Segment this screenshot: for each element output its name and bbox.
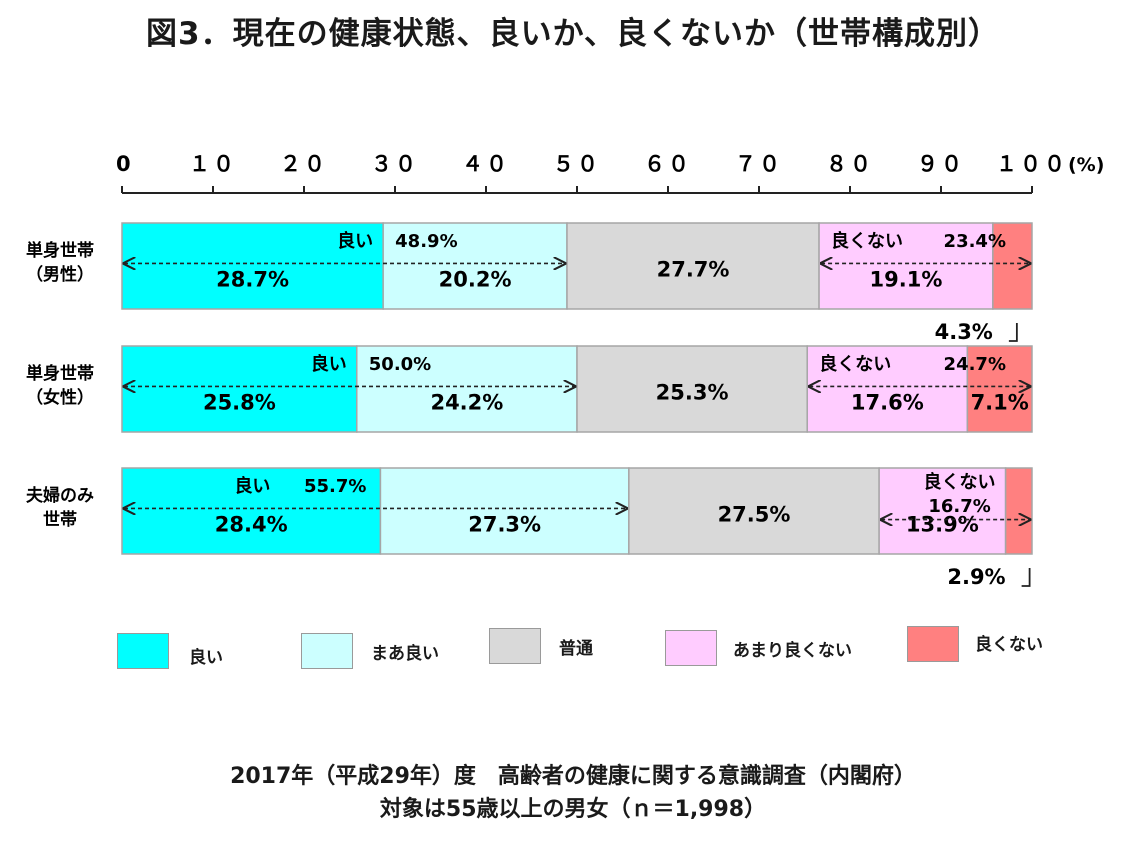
bar-value-label: 27.5%: [718, 502, 791, 526]
source-note: 2017年（平成29年）度 高齢者の健康に関する意識調査（内閣府） 対象は55歳…: [0, 760, 1146, 826]
bad-group-total: 23.4%: [944, 231, 1006, 252]
axis-tick-label: １００: [996, 152, 1068, 176]
bar-value-label: 4.3%: [935, 320, 993, 344]
bad-group-label: 良くない: [924, 471, 996, 493]
source-line-1: 2017年（平成29年）度 高齢者の健康に関する意識調査（内閣府）: [230, 764, 916, 789]
bar-value-label: 28.7%: [216, 268, 289, 292]
callout-bracket: [1008, 323, 1018, 342]
legend-swatch: [665, 630, 717, 666]
category-label: 単身世帯: [26, 240, 94, 261]
source-line-2: 対象は55歳以上の男女（ｎ＝1,998）: [379, 797, 767, 822]
bar-value-label: 24.2%: [430, 391, 503, 415]
legend-label: 普通: [559, 639, 593, 659]
good-group-label: 良い: [234, 475, 270, 497]
bar-segment: [379, 467, 630, 555]
bad-group-label: 良くない: [819, 353, 891, 375]
bar-value-label: 25.8%: [203, 391, 276, 415]
bar-value-label: 27.7%: [657, 257, 730, 281]
axis-tick-label: ６０: [644, 152, 692, 176]
axis: 0 １０ ２０ ３０ ４０ ５０ ６０ ７０ ８０ ９０ １００ (%): [116, 152, 1104, 194]
good-group-total: 50.0%: [369, 354, 431, 375]
category-label: 単身世帯: [26, 363, 94, 384]
bad-group-label: 良くない: [831, 230, 903, 252]
axis-tick-label: 0: [116, 152, 134, 176]
axis-tick-label: ２０: [280, 152, 328, 176]
category-label: （女性）: [26, 387, 94, 408]
bar-segment: [1004, 467, 1033, 555]
category-label: 世帯: [43, 509, 77, 530]
axis-tick-label: ８０: [826, 152, 874, 176]
legend-label: あまり良くない: [733, 641, 852, 661]
legend-label: まあ良い: [371, 644, 439, 664]
legend-label: 良くない: [975, 635, 1043, 655]
good-group-total: 48.9%: [395, 231, 457, 252]
bar-segment: [566, 222, 820, 310]
chart-title: 図3．現在の健康状態、良いか、良くないか（世帯構成別）: [146, 16, 1000, 52]
bar-value-label: 2.9%: [947, 565, 1005, 589]
bar-value-label: 25.3%: [656, 380, 729, 404]
bar-segment: [576, 345, 808, 433]
legend-label: 良い: [189, 648, 223, 668]
category-label: 夫婦のみ: [26, 485, 94, 506]
legend-swatch: [117, 633, 169, 669]
good-group-label: 良い: [337, 230, 373, 252]
legend-swatch: [301, 633, 353, 669]
bar-labels: 28.7% 20.2% 27.7% 19.1% 4.3% 良い 48.9% 良くない 23.4%…: [124, 230, 1030, 589]
legend-swatch: [907, 626, 959, 662]
axis-tick-label: ９０: [917, 152, 965, 176]
axis-tick-label: ５０: [553, 152, 601, 176]
axis-tick-label: １０: [189, 152, 237, 176]
good-group-label: 良い: [311, 353, 347, 375]
axis-tick-label: ３０: [371, 152, 419, 176]
good-group-total: 55.7%: [304, 476, 366, 497]
legend-swatch: [489, 628, 541, 664]
bar-segment: [878, 467, 1007, 555]
axis-tick-label: ４０: [462, 152, 510, 176]
callout-bracket: [1021, 568, 1031, 587]
axis-tick-label: ７０: [735, 152, 783, 176]
chart: 0 １０ ２０ ３０ ４０ ５０ ６０ ７０ ８０ ９０ １００ (%) 28.7% 20.2% 27.7…: [26, 152, 1104, 589]
bar-value-label: 19.1%: [870, 268, 943, 292]
bar-segment: [628, 467, 880, 555]
axis-unit: (%): [1068, 154, 1104, 176]
bad-group-total: 24.7%: [944, 354, 1006, 375]
bad-group-total: 16.7%: [928, 496, 990, 517]
bar-value-label: 28.4%: [215, 513, 288, 537]
bar-value-label: 20.2%: [439, 268, 512, 292]
bar-value-label: 27.3%: [468, 513, 541, 537]
category-label: （男性）: [26, 264, 94, 285]
bar-value-label: 7.1%: [971, 391, 1029, 415]
bar-value-label: 17.6%: [851, 391, 924, 415]
